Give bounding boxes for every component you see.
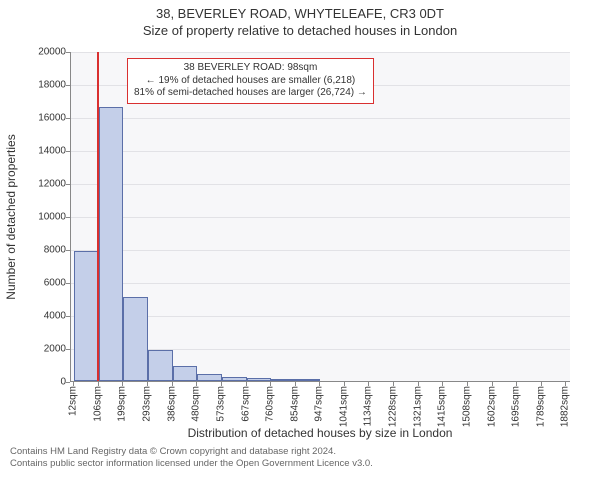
histogram-bar — [296, 379, 320, 381]
ytick-mark — [66, 283, 70, 284]
xtick-label: 1882sqm — [560, 386, 571, 427]
xtick-label: 1321sqm — [412, 386, 423, 427]
ytick-mark — [66, 316, 70, 317]
histogram-bar — [74, 251, 99, 381]
ytick-label: 2000 — [16, 344, 66, 355]
ytick-label: 12000 — [16, 179, 66, 190]
histogram-bar — [99, 107, 123, 381]
attribution-line2: Contains public sector information licen… — [10, 458, 590, 470]
ytick-mark — [66, 217, 70, 218]
gridline — [71, 217, 570, 218]
page-title-line1: 38, BEVERLEY ROAD, WHYTELEAFE, CR3 0DT — [0, 0, 600, 21]
ytick-label: 4000 — [16, 311, 66, 322]
xtick-label: 1134sqm — [363, 386, 374, 426]
xtick-label: 1602sqm — [486, 386, 497, 427]
attribution-line1: Contains HM Land Registry data © Crown c… — [10, 446, 590, 458]
histogram-bar — [173, 366, 198, 381]
xtick-label: 854sqm — [289, 386, 300, 422]
xtick-label: 1228sqm — [388, 386, 399, 427]
annotation-line2: ← 19% of detached houses are smaller (6,… — [134, 75, 367, 88]
ytick-mark — [66, 382, 70, 383]
ytick-label: 18000 — [16, 80, 66, 91]
gridline — [71, 184, 570, 185]
x-axis-label: Distribution of detached houses by size … — [70, 426, 570, 440]
annotation-line3: 81% of semi-detached houses are larger (… — [134, 87, 367, 100]
ytick-mark — [66, 250, 70, 251]
histogram-bar — [197, 374, 221, 381]
histogram-chart: Number of detached properties 38 BEVERLE… — [0, 42, 600, 442]
ytick-label: 8000 — [16, 245, 66, 256]
page-title-line2: Size of property relative to detached ho… — [0, 21, 600, 42]
xtick-label: 1041sqm — [338, 386, 349, 427]
xtick-label: 106sqm — [92, 386, 103, 422]
annotation-line1: 38 BEVERLEY ROAD: 98sqm — [134, 62, 367, 75]
xtick-label: 12sqm — [68, 386, 79, 416]
xtick-label: 760sqm — [265, 386, 276, 422]
xtick-label: 293sqm — [142, 386, 153, 422]
attribution: Contains HM Land Registry data © Crown c… — [0, 442, 600, 471]
gridline — [71, 52, 570, 53]
ytick-label: 14000 — [16, 146, 66, 157]
ytick-mark — [66, 52, 70, 53]
ytick-mark — [66, 151, 70, 152]
xtick-label: 573sqm — [215, 386, 226, 422]
histogram-bar — [123, 297, 148, 381]
gridline — [71, 250, 570, 251]
ytick-label: 20000 — [16, 47, 66, 58]
histogram-bar — [247, 378, 271, 381]
xtick-label: 199sqm — [117, 386, 128, 422]
ytick-label: 6000 — [16, 278, 66, 289]
ytick-label: 10000 — [16, 212, 66, 223]
gridline — [71, 151, 570, 152]
gridline — [71, 283, 570, 284]
histogram-bar — [222, 377, 247, 381]
ytick-mark — [66, 85, 70, 86]
gridline — [71, 118, 570, 119]
xtick-label: 386sqm — [166, 386, 177, 422]
xtick-label: 947sqm — [314, 386, 325, 422]
marker-line — [97, 52, 99, 381]
ytick-mark — [66, 349, 70, 350]
annotation-box: 38 BEVERLEY ROAD: 98sqm ← 19% of detache… — [127, 58, 374, 104]
ytick-label: 0 — [16, 377, 66, 388]
histogram-bar — [148, 350, 172, 381]
plot-area: 38 BEVERLEY ROAD: 98sqm ← 19% of detache… — [70, 52, 570, 382]
ytick-mark — [66, 184, 70, 185]
histogram-bar — [271, 379, 296, 381]
ytick-mark — [66, 118, 70, 119]
xtick-label: 667sqm — [240, 386, 251, 422]
xtick-label: 1508sqm — [461, 386, 472, 427]
xtick-label: 1789sqm — [535, 386, 546, 427]
xtick-label: 1695sqm — [511, 386, 522, 427]
ytick-label: 16000 — [16, 113, 66, 124]
xtick-label: 480sqm — [191, 386, 202, 422]
xtick-label: 1415sqm — [437, 386, 448, 427]
